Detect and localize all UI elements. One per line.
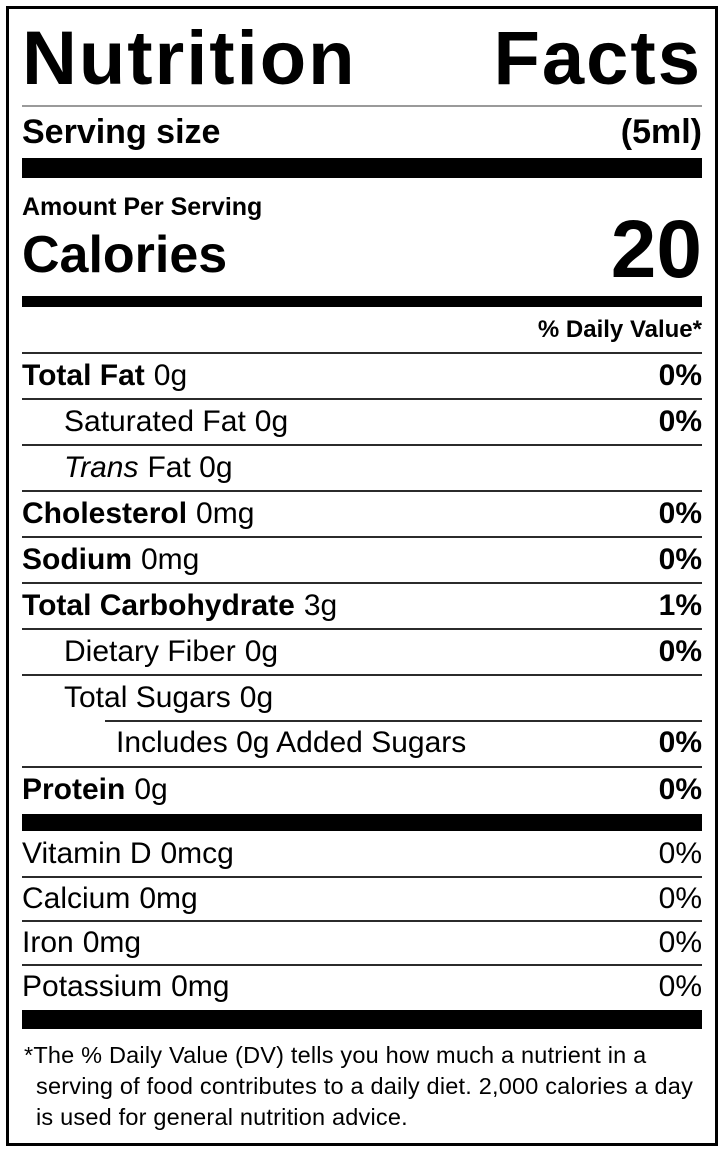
nutrient-name: Total Carbohydrate: [22, 589, 295, 622]
nutrition-facts-label: Nutrition Facts Serving size (5ml) Amoun…: [6, 6, 718, 1146]
nutrient-amount: 0g: [254, 405, 289, 438]
nutrient-row-trans-fat: Trans Fat 0g: [22, 444, 702, 490]
nutrient-row-added-sugars: Includes 0g Added Sugars 0%: [22, 720, 702, 766]
section-bar: [22, 296, 702, 307]
vitamin-name: Potassium: [22, 970, 163, 1003]
nutrient-amount: 0g: [239, 681, 274, 714]
vitamin-row-vitamin-d: Vitamin D 0mcg 0%: [22, 832, 702, 876]
nutrient-name: Cholesterol: [22, 497, 188, 530]
vitamin-amount: 0mg: [171, 970, 230, 1003]
nutrient-row-sodium: Sodium 0mg 0%: [22, 536, 702, 582]
vitamin-dv: 0%: [658, 926, 702, 959]
nutrient-dv: 0%: [658, 405, 702, 438]
nutrient-amount: 0mg: [196, 497, 255, 530]
label-title: Nutrition Facts: [22, 16, 702, 101]
nutrient-name: Dietary Fiber: [64, 635, 236, 668]
vitamin-dv: 0%: [658, 837, 702, 870]
vitamin-dv: 0%: [658, 970, 702, 1003]
nutrient-name: Saturated Fat: [64, 405, 246, 438]
nutrient-row-total-fat: Total Fat 0g 0%: [22, 352, 702, 398]
vitamin-row-iron: Iron 0mg 0%: [22, 920, 702, 964]
nutrient-dv: 0%: [658, 773, 702, 806]
nutrient-name: Includes 0g Added Sugars: [116, 726, 467, 759]
vitamin-name: Vitamin D: [22, 837, 152, 870]
vitamin-amount: 0mcg: [160, 837, 234, 870]
nutrient-row-total-carbohydrate: Total Carbohydrate 3g 1%: [22, 582, 702, 628]
nutrient-name: Sodium: [22, 543, 132, 576]
nutrient-row-dietary-fiber: Dietary Fiber 0g 0%: [22, 628, 702, 674]
nutrient-amount: 3g: [303, 589, 338, 622]
nutrient-amount: Fat 0g: [147, 451, 233, 484]
serving-size-row: Serving size (5ml): [22, 107, 702, 156]
nutrient-dv: 0%: [658, 497, 702, 530]
calories-label: Calories: [22, 226, 228, 284]
vitamin-amount: 0mg: [82, 926, 142, 959]
nutrient-dv: 1%: [658, 589, 702, 622]
vitamin-name: Iron: [22, 926, 74, 959]
vitamin-name: Calcium: [22, 882, 131, 915]
nutrient-amount: 0g: [244, 635, 279, 668]
divider: [22, 105, 702, 107]
nutrient-name: Trans: [64, 451, 139, 484]
nutrient-row-total-sugars: Total Sugars 0g: [22, 674, 702, 720]
daily-value-footnote: *The % Daily Value (DV) tells you how mu…: [24, 1042, 694, 1130]
nutrient-name: Total Sugars: [64, 681, 231, 714]
nutrient-row-protein: Protein 0g 0%: [22, 766, 702, 812]
serving-size-label: Serving size: [22, 113, 221, 151]
nutrient-amount: 0mg: [141, 543, 200, 576]
section-bar: [22, 1010, 702, 1029]
nutrient-name: Protein: [22, 773, 126, 806]
calories-section: Amount Per Serving Calories 20: [22, 182, 702, 292]
nutrient-row-saturated-fat: Saturated Fat 0g 0%: [22, 398, 702, 444]
nutrient-amount: 0g: [134, 773, 168, 806]
calories-value: 20: [610, 204, 702, 295]
vitamin-amount: 0mg: [139, 882, 198, 915]
amount-per-serving-label: Amount Per Serving: [22, 193, 263, 221]
nutrient-dv: 0%: [658, 359, 702, 392]
serving-size-value: (5ml): [620, 113, 702, 151]
nutrient-dv: 0%: [658, 635, 702, 668]
nutrient-amount: 0g: [153, 359, 188, 392]
vitamin-row-potassium: Potassium 0mg 0%: [22, 964, 702, 1008]
nutrient-row-cholesterol: Cholesterol 0mg 0%: [22, 490, 702, 536]
daily-value-header: % Daily Value*: [537, 316, 702, 343]
nutrient-dv: 0%: [658, 726, 702, 759]
vitamin-dv: 0%: [658, 882, 702, 915]
vitamin-row-calcium: Calcium 0mg 0%: [22, 876, 702, 920]
nutrient-name: Total Fat: [22, 359, 145, 392]
section-bar: [22, 814, 702, 831]
section-bar: [22, 158, 702, 178]
nutrient-dv: 0%: [658, 543, 702, 576]
